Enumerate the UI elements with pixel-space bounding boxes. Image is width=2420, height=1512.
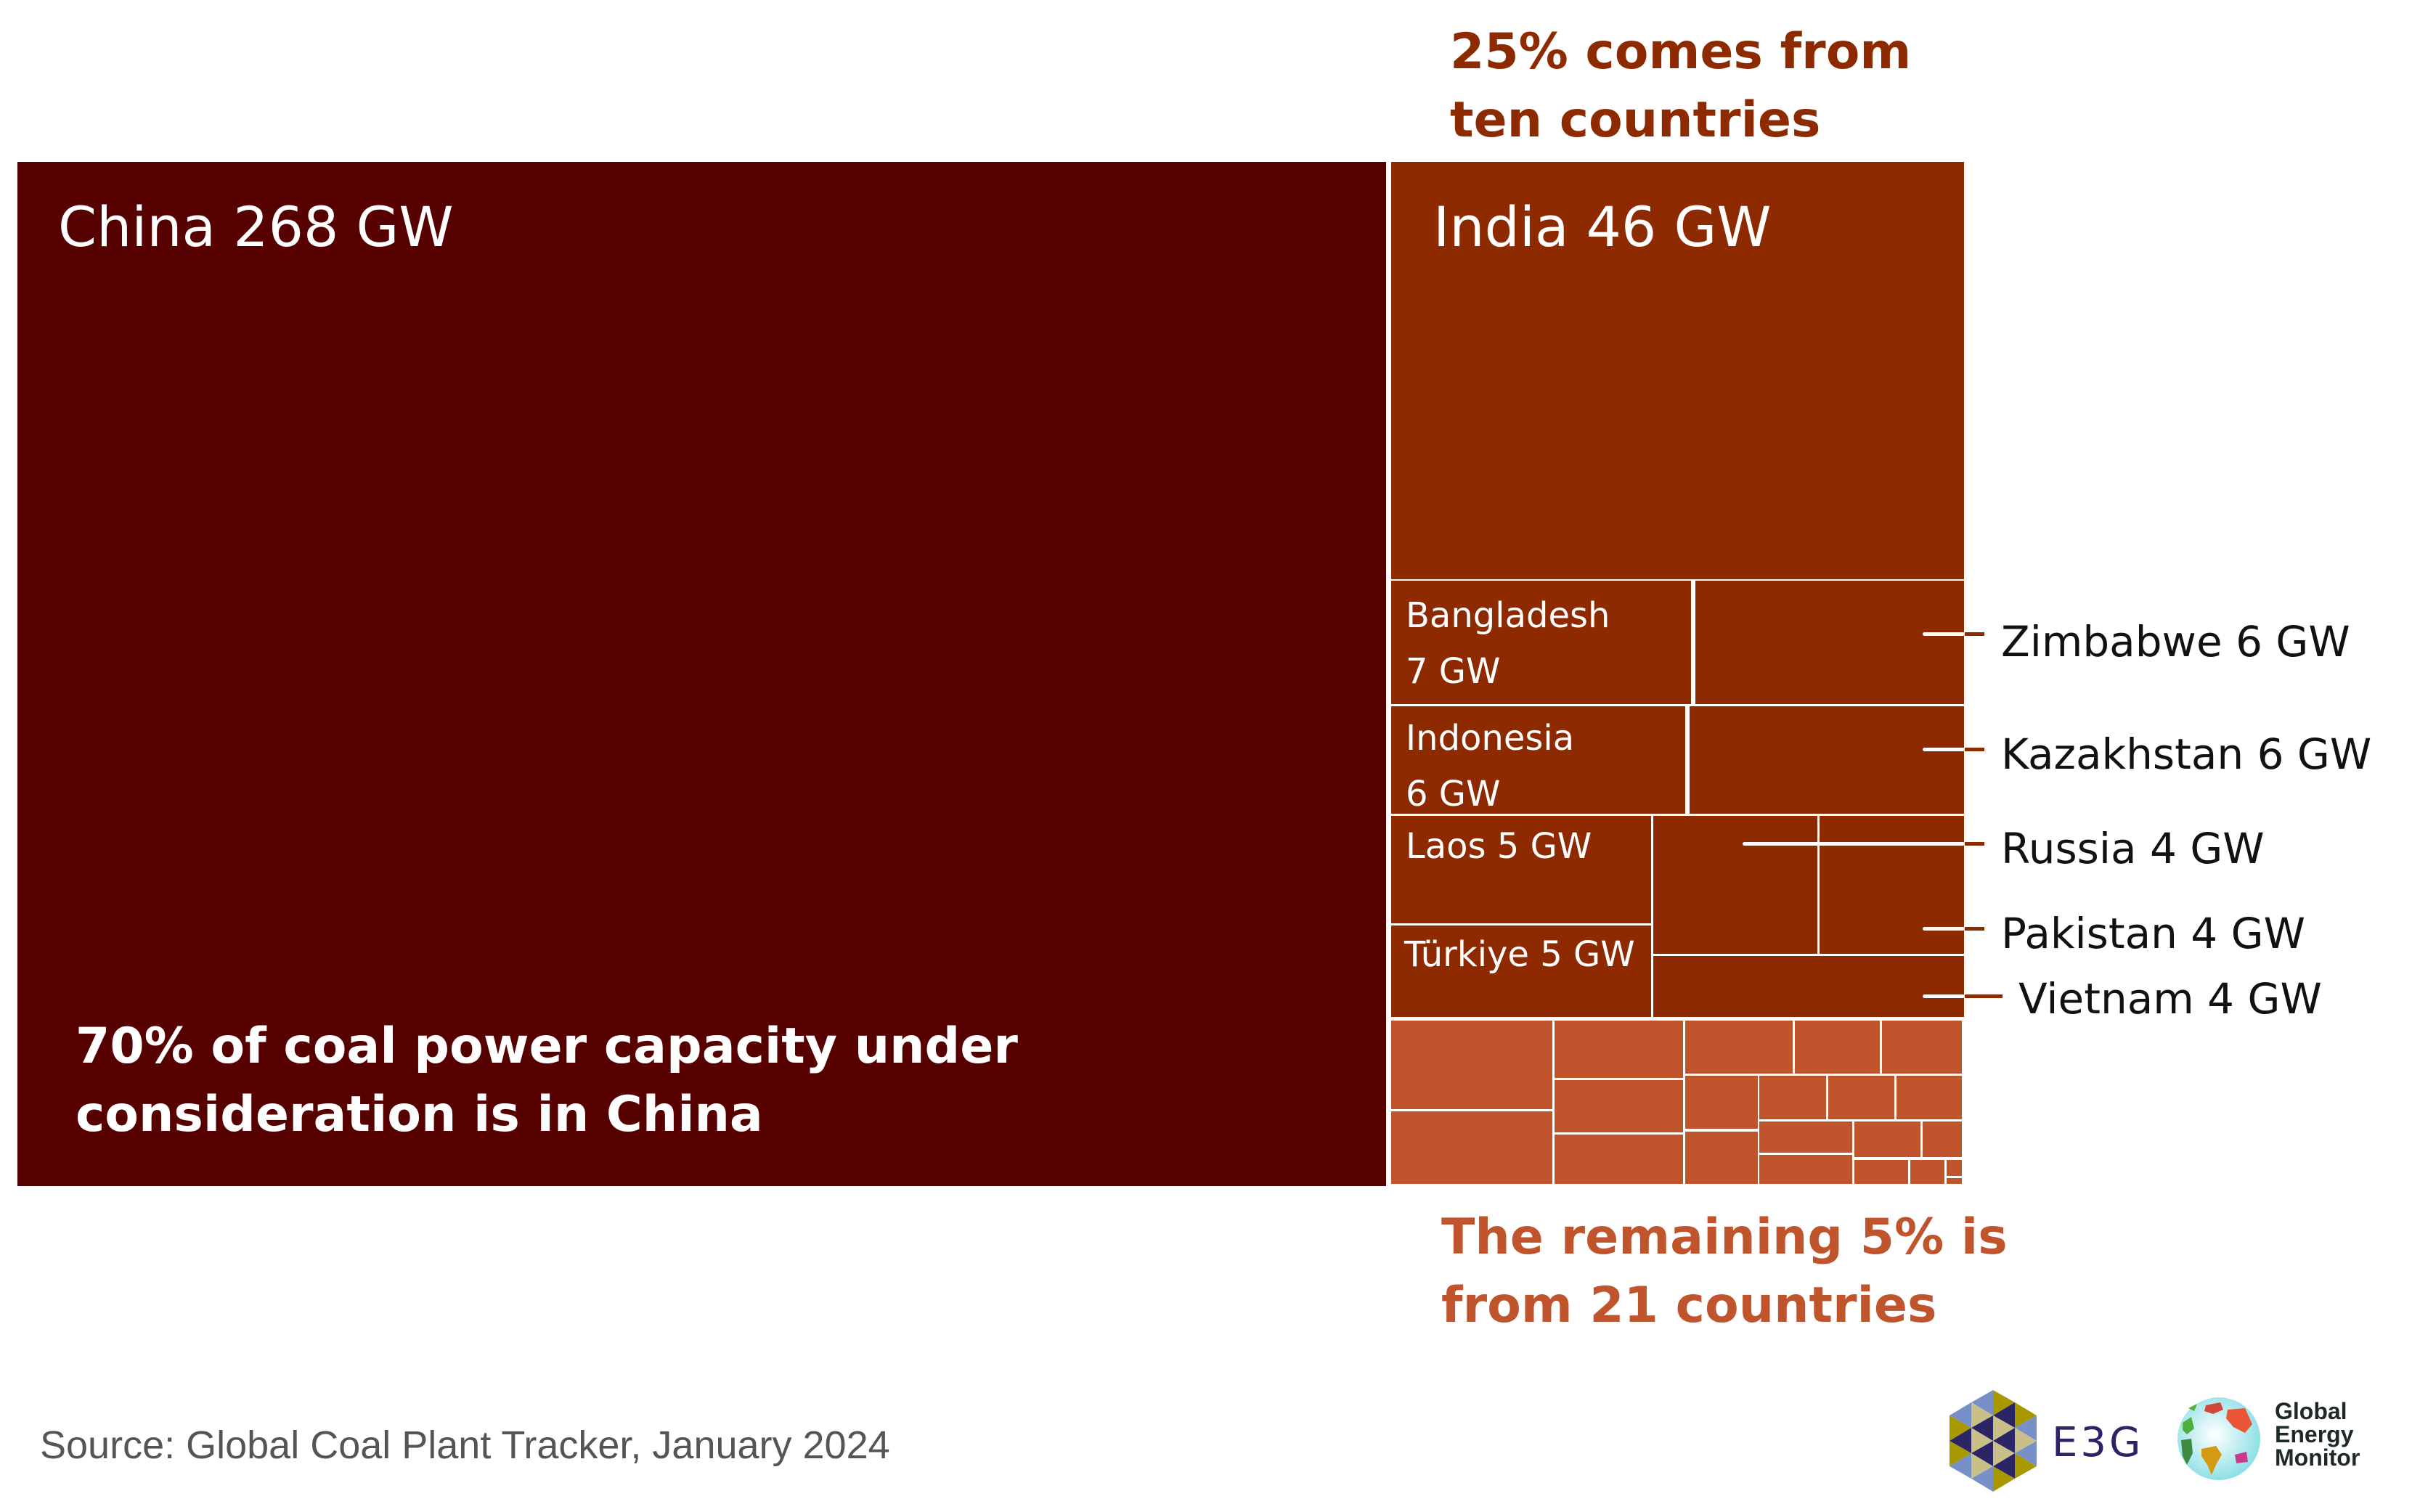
tile-remaining-country: [1685, 1076, 1758, 1129]
tile-bangladesh: Bangladesh 7 GW: [1391, 581, 1693, 704]
leader-zimbabwe: [1923, 632, 1965, 636]
tile-remaining-country: [1897, 1076, 1962, 1119]
callout-zimbabwe: Zimbabwe 6 GW: [2001, 617, 2350, 666]
tile-remaining-country: [1391, 1111, 1552, 1184]
tile-remaining-country: [1759, 1155, 1852, 1184]
tile-remaining-country: [1759, 1121, 1852, 1153]
tile-india: India 46 GW: [1391, 162, 1964, 579]
tile-vietnam: [1653, 956, 1964, 1017]
leader-ext-vietnam: [1965, 994, 2003, 998]
tile-remaining-country: [1947, 1178, 1962, 1184]
annotation-remaining-share: The remaining 5% is from 21 countries: [1441, 1209, 2008, 1334]
leader-ext-zimbabwe: [1965, 632, 1984, 636]
leader-kazakhstan: [1923, 748, 1965, 751]
tile-remaining-country: [1685, 1021, 1793, 1074]
e3g-logo-icon: [1950, 1390, 2037, 1492]
tile-label-china: China 268 GW: [58, 195, 454, 259]
tile-kazakhstan: [1690, 706, 1964, 814]
leader-vietnam: [1923, 994, 1965, 998]
tile-indonesia: Indonesia 6 GW: [1391, 706, 1687, 814]
callout-vietnam: Vietnam 4 GW: [2018, 974, 2322, 1023]
callout-pakistan: Pakistan 4 GW: [2001, 909, 2305, 958]
e3g-logo-text: E3G: [2052, 1419, 2144, 1466]
tile-remaining-country: [1910, 1160, 1944, 1184]
tile-remaining-country: [1391, 1021, 1552, 1109]
gem-logo-text: Global Energy Monitor: [2275, 1398, 2360, 1471]
tile-remaining-country: [1685, 1132, 1758, 1184]
annotation-china-share: 70% of coal power capacity under conside…: [76, 1018, 1018, 1143]
remaining-countries-group: [1391, 1021, 1964, 1186]
leader-ext-kazakhstan: [1965, 748, 1984, 751]
leader-pakistan: [1923, 927, 1965, 931]
tile-remaining-country: [1923, 1121, 1962, 1157]
tile-remaining-country: [1828, 1076, 1894, 1119]
tile-laos: Laos 5 GW: [1391, 816, 1651, 923]
leader-ext-pakistan: [1965, 927, 1984, 931]
tile-remaining-country: [1795, 1021, 1880, 1074]
tile-turkiye: Türkiye 5 GW: [1391, 925, 1651, 1017]
tile-label-laos: Laos 5 GW: [1406, 826, 1592, 867]
tile-remaining-country: [1759, 1076, 1826, 1119]
tile-remaining-country: [1854, 1121, 1920, 1157]
tile-label-bangladesh: Bangladesh 7 GW: [1406, 595, 1610, 692]
tile-remaining-country: [1555, 1021, 1683, 1078]
leader-russia: [1743, 842, 1965, 846]
tile-zimbabwe: [1695, 581, 1964, 704]
tile-remaining-country: [1947, 1160, 1962, 1176]
tile-remaining-country: [1555, 1080, 1683, 1132]
leader-ext-russia: [1965, 842, 1984, 846]
tile-remaining-country: [1854, 1160, 1908, 1184]
callout-russia: Russia 4 GW: [2001, 824, 2265, 873]
tile-remaining-country: [1882, 1021, 1962, 1074]
tile-pakistan: [1820, 816, 1964, 954]
tile-remaining-country: [1555, 1135, 1683, 1184]
callout-kazakhstan: Kazakhstan 6 GW: [2001, 730, 2372, 779]
source-note: Source: Global Coal Plant Tracker, Janua…: [40, 1423, 890, 1467]
tile-label-turkiye: Türkiye 5 GW: [1404, 934, 1635, 975]
globe-logo-icon: [2177, 1397, 2260, 1480]
tile-label-indonesia: Indonesia 6 GW: [1406, 718, 1575, 814]
annotation-ten-share: 25% comes from ten countries: [1450, 23, 1912, 149]
tile-china: China 268 GW: [17, 162, 1386, 1186]
tile-label-india: India 46 GW: [1433, 195, 1772, 259]
tile-russia: [1653, 816, 1817, 954]
